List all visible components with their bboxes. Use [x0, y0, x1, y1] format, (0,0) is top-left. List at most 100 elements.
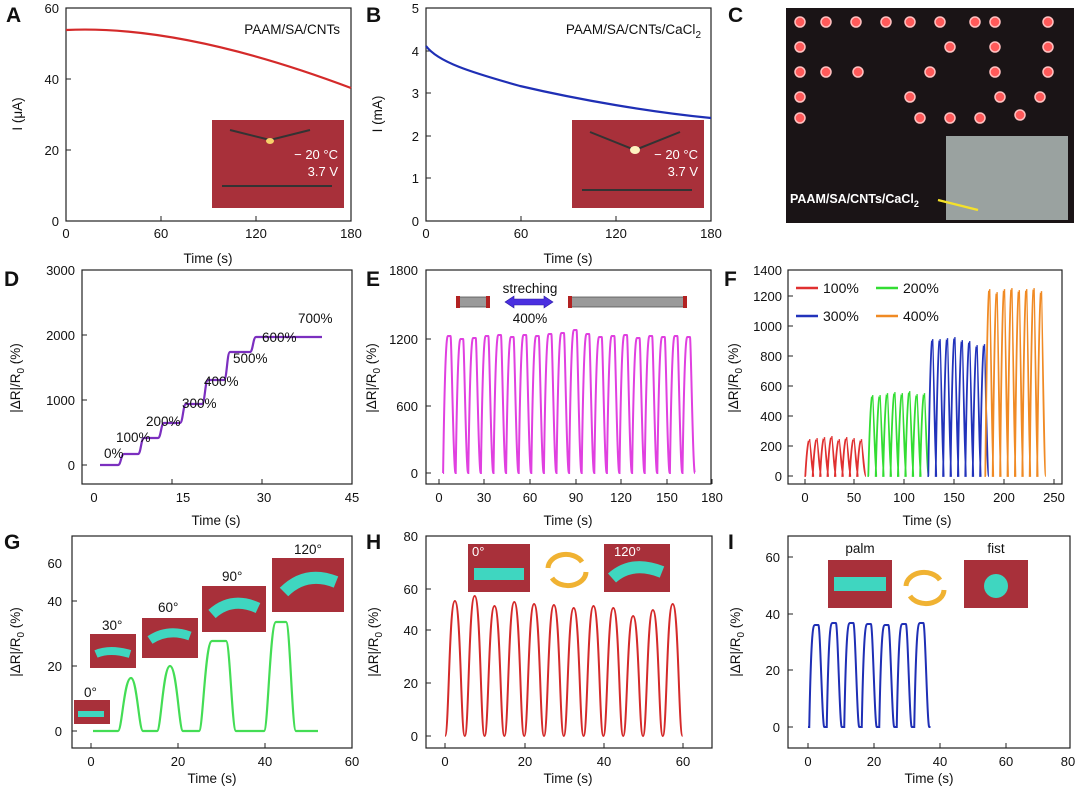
- panel-i: I 0 20 40 60 80 0 20 40 60 Time (s) |ΔR|…: [728, 531, 1075, 786]
- y-axis-label-h-main: |ΔR|/R: [366, 637, 381, 677]
- series-line-f-400: [984, 288, 1047, 477]
- led-dot: [904, 91, 916, 103]
- y-tick-i-1: 20: [766, 663, 780, 678]
- annotation-h-0: 0°: [472, 544, 484, 559]
- y-tick-a-3: 60: [45, 1, 59, 16]
- annotation-d-1: 100%: [116, 430, 151, 445]
- y-axis-label-b: I (mA): [370, 96, 385, 133]
- inset-photo-b: − 20 °C 3.7 V: [572, 120, 704, 208]
- y-tick-d-1: 1000: [46, 393, 75, 408]
- plot-frame-h: [425, 535, 713, 749]
- panel-label-h: H: [366, 531, 381, 554]
- cycle-icon: [545, 551, 589, 589]
- led-dot: [969, 16, 981, 28]
- y-axis-label-e-tail: (%): [364, 343, 379, 368]
- y-axis-label-d-sub: 0: [16, 368, 27, 374]
- cycle-icon: [903, 569, 947, 607]
- x-tick-b-2: 120: [605, 226, 627, 241]
- plot-frame-g: [71, 535, 353, 749]
- stretch-inset-e: streching 400%: [456, 281, 687, 326]
- inset-label-e: streching: [503, 281, 558, 296]
- y-tick-i-2: 40: [766, 607, 780, 622]
- photo-label-c-main: PAAM/SA/CNTs/CaCl: [790, 192, 914, 206]
- y-tick-e-1: 600: [396, 399, 418, 414]
- annotation-h-1: 120°: [614, 544, 641, 559]
- x-tick-e-5: 150: [656, 490, 678, 505]
- y-axis-label-i-sub: 0: [736, 632, 747, 638]
- x-tick-i-4: 80: [1061, 754, 1075, 769]
- led-dot: [820, 16, 832, 28]
- y-tick-b-0: 0: [412, 214, 419, 229]
- series-line-i: [808, 622, 931, 728]
- panel-f: F 0 50 100 150 200 250 0 200 400 600 800…: [724, 263, 1065, 528]
- x-tick-d-0: 0: [90, 490, 97, 505]
- y-tick-b-3: 3: [412, 86, 419, 101]
- y-axis-label-f: |ΔR|/R0 (%): [726, 343, 745, 413]
- led-dot: [820, 66, 832, 78]
- y-tick-b-1: 1: [412, 171, 419, 186]
- led-dot: [880, 16, 892, 28]
- x-axis-label-i: Time (s): [905, 771, 954, 786]
- x-tick-e-0: 0: [435, 490, 442, 505]
- annotation-d-2: 200%: [146, 414, 181, 429]
- x-tick-g-3: 60: [345, 754, 359, 769]
- y-axis-label-g-main: |ΔR|/R: [8, 637, 23, 677]
- y-axis-label-d: |ΔR|/R0 (%): [8, 343, 27, 413]
- led-dot: [794, 91, 806, 103]
- annotation-i-0: palm: [845, 541, 874, 556]
- led-dot: [852, 66, 864, 78]
- annotation-g-2: 60°: [158, 600, 178, 615]
- annotation-g-1: 30°: [102, 618, 122, 633]
- led-dot: [794, 112, 806, 124]
- x-tick-a-3: 180: [340, 226, 362, 241]
- y-tick-f-0: 0: [775, 469, 782, 484]
- y-tick-a-0: 0: [52, 214, 59, 229]
- series-line-f-300: [927, 337, 990, 477]
- annotation-d-7: 700%: [298, 311, 333, 326]
- plot-frame-f: [787, 269, 1063, 485]
- led-dot: [914, 112, 926, 124]
- ticks-f: [788, 269, 1055, 484]
- x-tick-e-6: 180: [701, 490, 723, 505]
- ticks-g: [72, 535, 353, 748]
- y-axis-label-g: |ΔR|/R0 (%): [8, 607, 27, 677]
- x-tick-e-3: 90: [569, 490, 583, 505]
- led-dot: [989, 41, 1001, 53]
- x-tick-f-1: 50: [847, 490, 861, 505]
- y-axis-label-h-sub: 0: [374, 632, 385, 638]
- annotation-g-0: 0°: [84, 685, 97, 700]
- y-tick-h-2: 40: [404, 623, 418, 638]
- ticks-b: [425, 7, 712, 222]
- led-dot: [989, 66, 1001, 78]
- y-axis-label-e: |ΔR|/R0 (%): [364, 343, 383, 413]
- y-axis-label-g-tail: (%): [8, 607, 23, 632]
- x-axis-label-h: Time (s): [544, 771, 593, 786]
- led-dot: [1042, 66, 1054, 78]
- inset-volt-b: 3.7 V: [668, 164, 699, 179]
- y-axis-label-f-sub: 0: [734, 368, 745, 374]
- y-tick-i-3: 60: [766, 550, 780, 565]
- hand-photos-h: [468, 544, 670, 592]
- x-tick-h-2: 40: [597, 754, 611, 769]
- y-axis-label-f-tail: (%): [726, 343, 741, 368]
- panel-label-f: F: [724, 268, 737, 291]
- y-axis-label-e-main: |ΔR|/R: [364, 373, 379, 413]
- y-tick-e-2: 1200: [389, 332, 418, 347]
- panel-e: E 0 30 60 90 120 150 180 0 600 1200 1800…: [364, 263, 723, 528]
- y-tick-h-0: 0: [411, 729, 418, 744]
- panel-a: A 0 60 120 180 0 20 40 60 Time (s) I (μA…: [6, 1, 362, 266]
- ticks-h: [426, 535, 684, 748]
- y-tick-a-1: 20: [45, 143, 59, 158]
- x-tick-f-5: 250: [1043, 490, 1065, 505]
- y-tick-g-1: 20: [48, 659, 62, 674]
- title-b-sub: 2: [695, 30, 701, 41]
- title-b-main: PAAM/SA/CNTs/CaCl: [566, 22, 696, 37]
- y-tick-f-3: 600: [760, 379, 782, 394]
- y-tick-d-2: 2000: [46, 328, 75, 343]
- panel-g: G 0 20 40 60 0 20 40 60 Time (s) |ΔR|/R0…: [4, 531, 359, 786]
- annotation-d-6: 600%: [262, 330, 297, 345]
- title-b: PAAM/SA/CNTs/CaCl2: [566, 22, 702, 41]
- panel-d: D 0 15 30 45 0 1000 2000 3000 Time (s) |…: [4, 263, 359, 528]
- panel-label-b: B: [366, 4, 381, 27]
